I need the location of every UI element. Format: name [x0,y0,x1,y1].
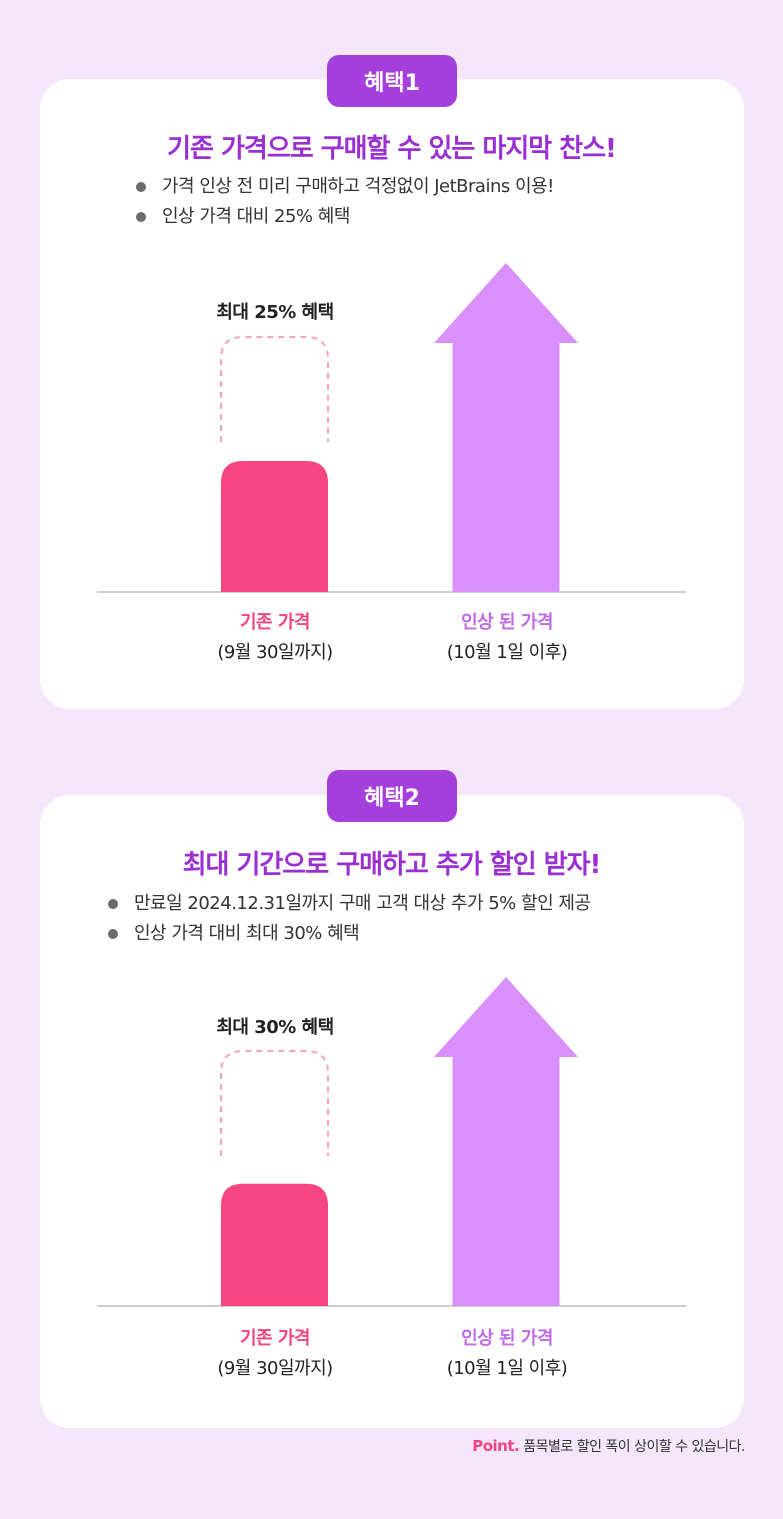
bullet-item: 가격 인상 전 미리 구매하고 걱정없이 JetBrains 이용! [134,172,554,202]
point-label: Point. [472,1437,520,1455]
point-text: 품목별로 할인 폭이 상이할 수 있습니다. [523,1439,745,1455]
max-discount-label-2: 최대 30% 혜택 [216,1017,334,1038]
category-raised-date-2: (10월 1일 이후) [446,1358,568,1379]
benefit-bullets-1: 가격 인상 전 미리 구매하고 걱정없이 JetBrains 이용! 인상 가격… [134,172,554,232]
discount-gap-outline [220,336,329,442]
raised-price-arrow [434,263,578,592]
benefit-card-2 [40,795,744,1428]
discount-gap-outline [220,1050,329,1156]
raised-price-arrow [434,977,578,1306]
bullet-item: 인상 가격 대비 최대 30% 혜택 [106,919,590,949]
category-existing-date-1: (9월 30일까지) [217,642,333,663]
benefit-headline-1: 기존 가격으로 구매할 수 있는 마지막 찬스! [167,134,617,164]
footer-note: Point. 품목별로 할인 폭이 상이할 수 있습니다. [472,1436,745,1456]
max-discount-label-1: 최대 25% 혜택 [216,302,334,323]
bullet-dot-icon [108,929,118,939]
category-existing-date-2: (9월 30일까지) [217,1358,333,1379]
category-existing-price-2: 기존 가격 [239,1328,311,1349]
benefit-badge-1: 혜택1 [327,55,457,107]
category-raised-price-2: 인상 된 가격 [461,1328,553,1349]
category-raised-price-1: 인상 된 가격 [461,612,553,633]
bullet-dot-icon [136,182,146,192]
bullet-dot-icon [108,899,118,909]
price-chart-1-svg [97,263,686,593]
bullet-item: 만료일 2024.12.31일까지 구매 고객 대상 추가 5% 할인 제공 [106,889,591,919]
benefit-badge-2: 혜택2 [327,770,457,822]
benefit-bullets-2: 만료일 2024.12.31일까지 구매 고객 대상 추가 5% 할인 제공 인… [106,889,591,949]
existing-price-bar [221,1183,328,1306]
bullet-item: 인상 가격 대비 25% 혜택 [134,202,554,232]
benefit-headline-2: 최대 기간으로 구매하고 추가 할인 받자! [182,850,602,880]
bullet-dot-icon [136,212,146,222]
benefit-card-1 [40,79,744,709]
category-raised-date-1: (10월 1일 이후) [446,642,568,663]
category-existing-price-1: 기존 가격 [239,612,311,633]
existing-price-bar [221,460,328,592]
